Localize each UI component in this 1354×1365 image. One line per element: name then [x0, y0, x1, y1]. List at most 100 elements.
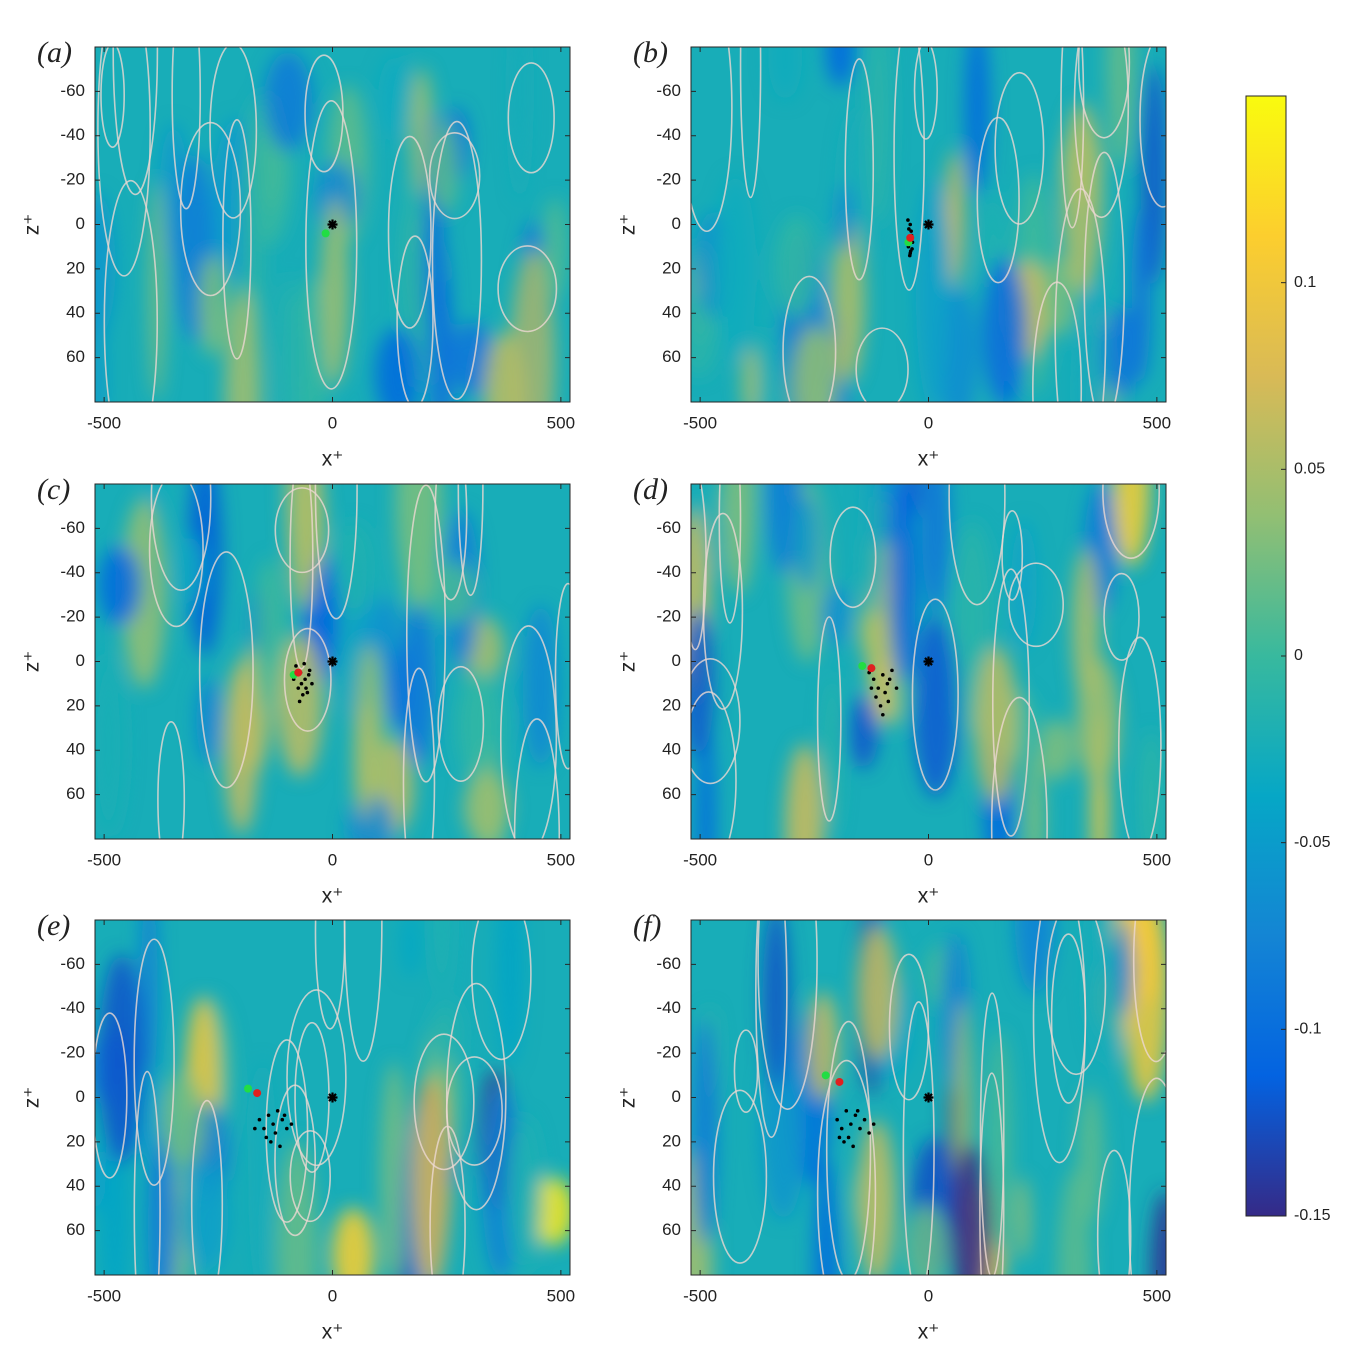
field-streak	[831, 217, 866, 384]
field-streak	[355, 703, 374, 819]
contour-line	[1128, 1077, 1166, 1275]
field-streak	[792, 326, 839, 402]
y-tick-label: 20	[66, 695, 85, 714]
contour-line	[497, 245, 558, 333]
field-streak	[820, 584, 850, 647]
y-tick-label: 40	[662, 1176, 681, 1195]
field-streak	[714, 174, 757, 366]
field-streak	[334, 522, 376, 616]
field-streak	[775, 215, 818, 319]
field-streak	[451, 321, 494, 396]
tracked-point	[321, 229, 330, 238]
y-tick-label: -20	[60, 170, 85, 189]
field-streak	[346, 794, 395, 839]
field-streak	[848, 695, 879, 770]
particle	[271, 1122, 275, 1126]
field-streak	[905, 1204, 949, 1275]
particle	[907, 227, 911, 231]
contour-line	[471, 920, 532, 1061]
y-tick-label: 40	[662, 303, 681, 322]
field-streak	[314, 161, 360, 232]
contour-line	[103, 179, 159, 402]
field-streak	[542, 197, 568, 298]
y-tick-label: -40	[656, 562, 681, 581]
contour-line	[148, 484, 204, 628]
contour-line	[431, 120, 483, 400]
particle	[280, 1117, 285, 1122]
y-tick-label: -40	[656, 125, 681, 144]
field-streak	[99, 953, 144, 1166]
particle	[835, 1117, 839, 1122]
y-tick-label: -20	[60, 1043, 85, 1062]
contour-line	[304, 54, 344, 173]
contour-line	[691, 691, 737, 839]
particle	[305, 690, 310, 695]
panel-label: (f)	[633, 909, 661, 942]
contour-line	[691, 658, 741, 785]
contour-line	[979, 1072, 1005, 1275]
field-streak	[1042, 257, 1078, 336]
y-tick-label: -60	[60, 81, 85, 100]
contour-line	[283, 627, 332, 732]
particle	[299, 681, 304, 686]
panel-label: (a)	[37, 36, 72, 69]
particle	[310, 681, 314, 686]
contour-line	[133, 938, 175, 1186]
contour-line	[991, 568, 1031, 837]
contours	[691, 484, 1162, 839]
star-marker	[327, 1092, 338, 1103]
contour-line	[413, 1033, 475, 1171]
field-streak	[273, 275, 301, 402]
x-tick-label: -500	[87, 1286, 121, 1305]
contour-line	[976, 116, 1020, 284]
contour-line	[1077, 47, 1131, 139]
particle	[909, 229, 913, 233]
x-axis-label: x⁺	[322, 1321, 344, 1344]
particle	[908, 251, 913, 256]
particle	[296, 686, 301, 690]
contour-line	[112, 47, 159, 196]
field-streak	[374, 597, 400, 671]
contour-line	[499, 625, 558, 839]
x-tick-label: 0	[924, 850, 933, 869]
particle	[867, 1131, 871, 1135]
field-streak	[429, 118, 459, 214]
colorbar-tick-label: -0.15	[1294, 1207, 1331, 1224]
y-tick-label: 60	[662, 347, 681, 366]
y-axis-label: z⁺	[617, 651, 640, 673]
particle	[842, 1140, 846, 1144]
particle	[294, 664, 298, 668]
field-streak	[510, 249, 556, 402]
field-streak	[399, 604, 436, 767]
particle	[306, 673, 311, 677]
panel	[691, 920, 1166, 1275]
contour-line	[855, 327, 909, 402]
x-axis-label: x⁺	[918, 885, 940, 908]
particle	[262, 1126, 266, 1131]
field-streak	[432, 920, 451, 993]
contour-line	[222, 118, 252, 360]
field-streak	[945, 150, 965, 285]
particle	[264, 1135, 269, 1140]
star-stroke	[328, 220, 337, 229]
particle	[869, 686, 874, 690]
contour-line	[1008, 562, 1064, 648]
y-axis-label: z⁺	[21, 1087, 44, 1109]
x-tick-label: 500	[1143, 1286, 1171, 1305]
particle	[269, 1140, 273, 1144]
field-streak	[320, 197, 350, 386]
particle	[853, 1113, 858, 1118]
contour-line	[314, 484, 358, 620]
particle	[839, 1126, 844, 1131]
contour-line	[274, 1084, 316, 1237]
contour-line	[1117, 636, 1162, 839]
contour-line	[95, 1012, 128, 1179]
field-streak	[981, 257, 1028, 402]
x-tick-label: 500	[547, 1286, 575, 1305]
contour-line	[979, 992, 1005, 1275]
field-streak	[380, 1062, 408, 1275]
particle	[887, 677, 892, 682]
field-streak	[160, 1072, 204, 1170]
panel-label: (c)	[37, 473, 70, 506]
field-streak	[1116, 920, 1133, 1017]
